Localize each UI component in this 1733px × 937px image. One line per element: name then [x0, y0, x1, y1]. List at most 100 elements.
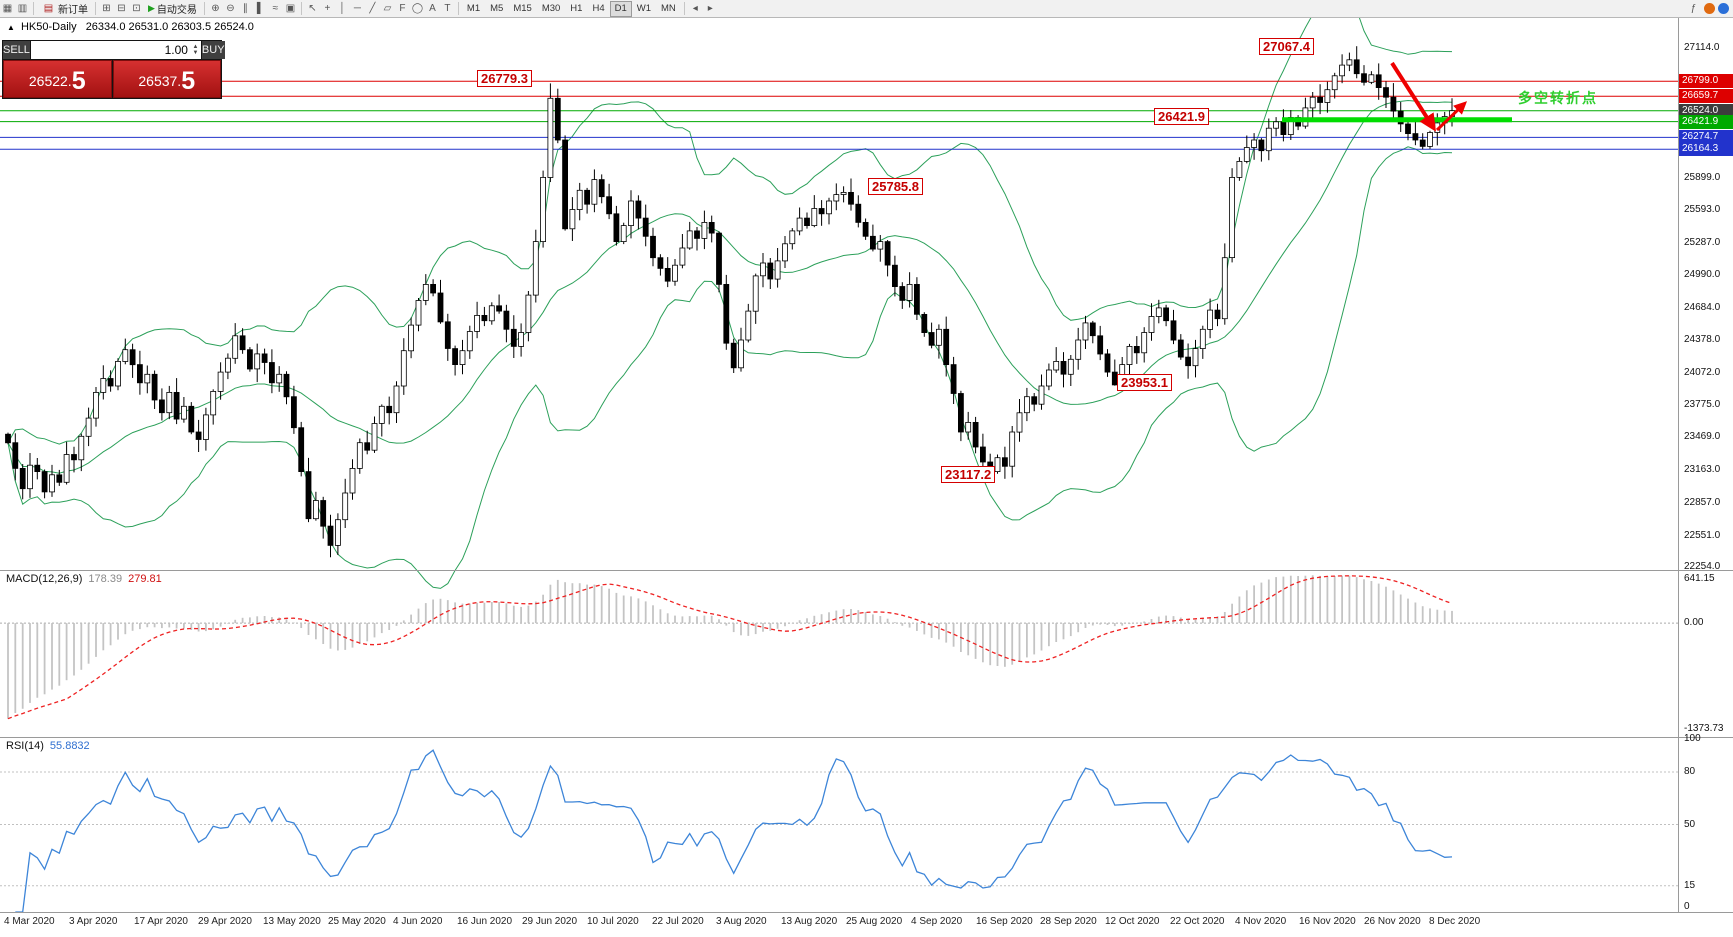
spin-down-icon[interactable]: ▼ [192, 50, 199, 56]
toolbar-separator [300, 2, 302, 15]
date-label: 25 Aug 2020 [846, 916, 903, 927]
spin-up-icon[interactable]: ▲ [192, 44, 199, 50]
new-order-label: 新订单 [58, 5, 88, 16]
timeframe-m1[interactable]: M1 [466, 2, 481, 14]
macd-axis-label: -1373.73 [1684, 723, 1724, 734]
date-label: 29 Jun 2020 [522, 916, 578, 927]
price-callout[interactable]: 23953.1 [1117, 374, 1172, 391]
chart-shift-left-icon[interactable]: ◂ [692, 3, 698, 14]
vertical-line-icon[interactable]: │ [339, 3, 346, 14]
ohlc-values: 26334.0 26531.0 26303.5 26524.0 [85, 21, 254, 33]
timeframe-m30[interactable]: M30 [541, 2, 561, 14]
timeframe-h1[interactable]: H1 [570, 2, 583, 14]
chart-title: ▲ HK50-Daily 26334.0 26531.0 26303.5 265… [7, 21, 254, 33]
sell-button[interactable]: 26522. 5 [3, 60, 112, 98]
zoom-in-icon[interactable]: ⊕ [211, 3, 220, 14]
buy-price-big: 5 [181, 67, 196, 95]
help-icon[interactable] [1718, 3, 1729, 14]
rsi-name: RSI(14) [6, 740, 44, 752]
date-label: 25 May 2020 [328, 916, 386, 927]
collapse-panel-icon[interactable]: ▲ [7, 23, 15, 32]
sell-price-prefix: 26522. [28, 73, 72, 89]
price-callout[interactable]: 26421.9 [1154, 108, 1209, 125]
chart-profiles-icon[interactable]: ▥ [17, 3, 28, 14]
price-tick: 23775.0 [1684, 399, 1721, 410]
horizontal-line-icon[interactable]: ─ [353, 3, 361, 14]
drawn-annotations[interactable] [1282, 61, 1512, 132]
indicators-icon[interactable]: ƒ [1690, 3, 1697, 14]
price-callout[interactable]: 27067.4 [1259, 38, 1314, 55]
timeframe-w1[interactable]: W1 [636, 2, 652, 14]
date-label: 17 Apr 2020 [134, 916, 188, 927]
price-tick: 27114.0 [1684, 42, 1720, 53]
trend-arrow [1390, 61, 1437, 132]
rsi-axis-label: 0 [1684, 901, 1690, 912]
price-callout[interactable]: 25785.8 [868, 178, 923, 195]
timeframe-mn[interactable]: MN [661, 2, 676, 14]
text-label-icon[interactable]: T [444, 3, 451, 14]
timeframe-m5[interactable]: M5 [490, 2, 504, 14]
crosshair-icon[interactable]: + [324, 3, 331, 14]
new-order-button[interactable]: ▤ 新订单 [37, 1, 92, 16]
date-label: 3 Apr 2020 [69, 916, 118, 927]
candle-chart-icon[interactable]: ▌ [256, 3, 264, 14]
fibonacci-icon[interactable]: F [399, 3, 406, 14]
price-axis-border [1678, 17, 1679, 912]
timeframe-h4[interactable]: H4 [592, 2, 605, 14]
volume-input[interactable] [30, 41, 190, 59]
price-callout[interactable]: 23117.2 [941, 466, 996, 483]
macd-axis-label: 641.15 [1684, 573, 1715, 584]
price-callout[interactable]: 26779.3 [477, 70, 532, 87]
panel-separator [0, 912, 1733, 913]
zoom-out-icon[interactable]: ⊖ [226, 3, 235, 14]
line-chart-icon[interactable]: ≈ [272, 3, 279, 14]
panel-separator [0, 737, 1733, 738]
macd-name: MACD(12,26,9) [6, 573, 83, 585]
annotation-note[interactable]: 多空转折点 [1518, 90, 1598, 106]
rsi-axis-label: 15 [1684, 880, 1696, 891]
new-chart-icon[interactable]: ▦ [2, 3, 13, 14]
timeframe-d1[interactable]: D1 [609, 0, 632, 17]
terminal-icon[interactable]: ⊡ [132, 3, 141, 14]
date-label: 10 Jul 2020 [587, 916, 639, 927]
auto-trading-label: 自动交易 [156, 5, 197, 16]
timeframe-group: M1 M5 M15 M30 H1 H4 D1 W1 MN [462, 0, 681, 17]
date-label: 16 Jun 2020 [457, 916, 513, 927]
sell-header: SELL [3, 41, 30, 59]
one-click-trading-panel: SELL ▲▼ BUY 26522.5 26537.5 [2, 40, 225, 99]
date-label: 16 Sep 2020 [976, 916, 1033, 927]
trendline-icon[interactable]: ╱ [369, 3, 376, 14]
auto-trading-button[interactable]: ▶ 自动交易 [144, 1, 201, 16]
price-level-badge: 26421.9 [1679, 115, 1733, 129]
buy-button[interactable]: 26537. 5 [112, 60, 221, 98]
main-toolbar: ▦ ▥ ▤ 新订单 ⊞ ⊟ ⊡ ▶ 自动交易 ⊕ ⊖ ∥ ▌ ≈ ▣ ↖ + │… [0, 0, 1733, 18]
bar-chart-icon[interactable]: ∥ [242, 3, 248, 14]
price-tick: 24684.0 [1684, 302, 1721, 313]
trend-arrow [1435, 101, 1468, 132]
new-order-icon: ▤ [43, 3, 54, 14]
date-label: 29 Apr 2020 [198, 916, 252, 927]
toolbar-separator [203, 2, 205, 15]
tile-windows-icon[interactable]: ▣ [285, 3, 296, 14]
navigator-icon[interactable]: ⊟ [117, 3, 126, 14]
date-label: 12 Oct 2020 [1105, 916, 1160, 927]
cursor-icon[interactable]: ↖ [308, 3, 317, 14]
date-label: 4 Nov 2020 [1235, 916, 1287, 927]
price-tick: 24990.0 [1684, 269, 1721, 280]
volume-spinner[interactable]: ▲ ▼ [190, 44, 201, 56]
candles [5, 46, 1455, 558]
channel-icon[interactable]: ▱ [383, 3, 392, 14]
toolbar-separator [683, 2, 685, 15]
text-icon[interactable]: A [429, 3, 436, 14]
rsi-label: RSI(14) 55.8832 [6, 740, 90, 752]
chart-shift-right-icon[interactable]: ▸ [707, 3, 713, 14]
timeframe-m15[interactable]: M15 [513, 2, 532, 14]
market-watch-icon[interactable]: ⊞ [102, 3, 111, 14]
date-label: 26 Nov 2020 [1364, 916, 1421, 927]
date-label: 13 Aug 2020 [781, 916, 838, 927]
community-icon[interactable] [1704, 3, 1715, 14]
shapes-icon[interactable]: ◯ [411, 3, 424, 14]
toolbar-separator [457, 2, 459, 15]
rsi-axis-label: 80 [1684, 766, 1696, 777]
